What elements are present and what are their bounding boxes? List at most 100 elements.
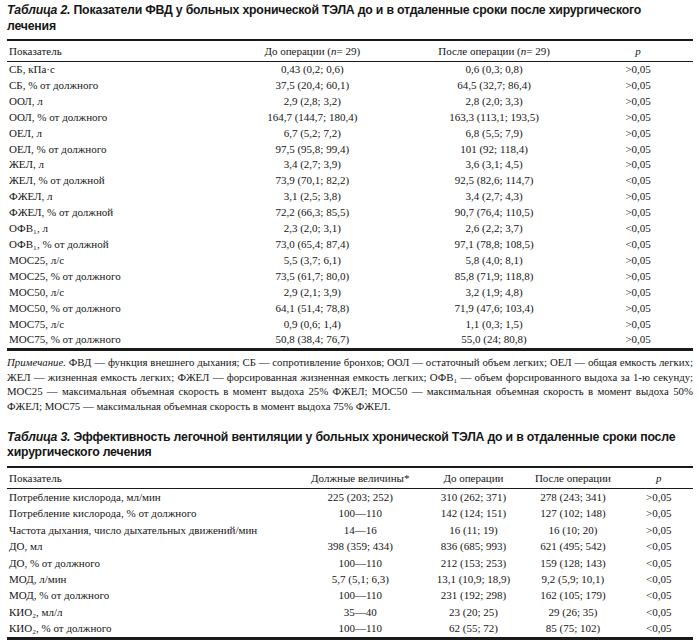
table-cell: <0,05 xyxy=(583,173,693,189)
table-cell: >0,05 xyxy=(583,253,693,269)
table-cell: 55,0 (24; 80,8) xyxy=(405,332,583,349)
col-header-p-value: p xyxy=(583,40,693,62)
table-row: ОФВ₁, % от должной73,0 (65,4; 87,4)97,1 … xyxy=(7,237,693,253)
section-divider xyxy=(7,413,693,430)
table-cell: 73,5 (61,7; 80,0) xyxy=(220,269,405,285)
table-row: ФЖЕЛ, л3,1 (2,5; 3,8)3,4 (2,7; 4,3)>0,05 xyxy=(7,189,693,205)
table-cell: 72,2 (66,3; 85,5) xyxy=(220,205,405,221)
table-cell: 142 (124; 151) xyxy=(425,505,521,521)
table-cell: 212 (153; 253) xyxy=(425,555,521,571)
table-row: КИО₂, мл/л35—4023 (20; 25)29 (26; 35)<0,… xyxy=(7,604,693,620)
table-cell: >0,05 xyxy=(583,332,693,349)
table-cell: 3,6 (3,1; 4,5) xyxy=(405,157,583,173)
table-cell: >0,05 xyxy=(583,126,693,142)
table-row: ЖЕЛ, % от должной73,9 (70,1; 82,2)92,5 (… xyxy=(7,173,693,189)
table-cell: >0,05 xyxy=(624,488,693,505)
table-cell: МОД, % от должного xyxy=(7,587,295,603)
col-header-after-surgery: После операции xyxy=(521,467,624,489)
table3-title-label: Таблица 3. xyxy=(7,430,70,444)
table2-section: Таблица 2. Показатели ФВД у больных хрон… xyxy=(7,3,693,413)
table-cell: Потребление кислорода, % от должного xyxy=(7,505,295,521)
table-cell: МОС75, % от должного xyxy=(7,332,220,349)
table-row: Потребление кислорода, мл/мин225 (203; 2… xyxy=(7,488,693,505)
table-cell: 29 (26; 35) xyxy=(521,604,624,620)
table-cell: 97,1 (78,8; 108,5) xyxy=(405,237,583,253)
col-header-p-value: p xyxy=(624,467,693,489)
table-cell: 90,7 (76,4; 110,5) xyxy=(405,205,583,221)
table-cell: ОЕЛ, л xyxy=(7,126,220,142)
table-cell: >0,05 xyxy=(583,142,693,158)
table-cell: >0,05 xyxy=(583,62,693,78)
table3: Показатель Должные величины* До операции… xyxy=(7,466,693,640)
table-cell: 2,8 (2,0; 3,3) xyxy=(405,94,583,110)
table-cell: 2,3 (2,0; 3,1) xyxy=(220,221,405,237)
table2-header: Показатель До операции (n= 29) После опе… xyxy=(7,40,693,62)
table-cell: <0,05 xyxy=(624,555,693,571)
table-cell: ФЖЕЛ, % от должной xyxy=(7,205,220,221)
table-cell: ООЛ, % от должного xyxy=(7,110,220,126)
table-row: МОС75, % от должного50,8 (38,4; 76,7)55,… xyxy=(7,332,693,349)
table-row: Частота дыхания, число дыхательных движе… xyxy=(7,522,693,538)
table3-title-text: Эффективность легочной вентиляции у боль… xyxy=(7,430,675,460)
table-cell: 164,7 (144,7; 180,4) xyxy=(220,110,405,126)
table-cell: 225 (203; 252) xyxy=(295,488,425,505)
table-cell: ДО, мл xyxy=(7,538,295,554)
table2-title-text: Показатели ФВД у больных хронической ТЭЛ… xyxy=(7,3,641,33)
table-row: МОС75, л/с0,9 (0,6; 1,4)1,1 (0,3; 1,5)>0… xyxy=(7,317,693,333)
table-cell: 0,6 (0,3; 0,8) xyxy=(405,62,583,78)
table-cell: 100—110 xyxy=(295,587,425,603)
table-cell: ДО, % от должного xyxy=(7,555,295,571)
note-label: Примечание. xyxy=(7,356,66,368)
table3-header: Показатель Должные величины* До операции… xyxy=(7,467,693,489)
table-row: ЖЕЛ, л3,4 (2,7; 3,9)3,6 (3,1; 4,5)>0,05 xyxy=(7,157,693,173)
table-cell: МОС50, л/с xyxy=(7,285,220,301)
table-cell: 23 (20; 25) xyxy=(425,604,521,620)
table-cell: 162 (105; 179) xyxy=(521,587,624,603)
table-cell: 64,1 (51,4; 78,8) xyxy=(220,301,405,317)
table-cell: МОС50, % от должного xyxy=(7,301,220,317)
table-cell: 621 (495; 542) xyxy=(521,538,624,554)
table-cell: 3,1 (2,5; 3,8) xyxy=(220,189,405,205)
table-cell: КИО₂, мл/л xyxy=(7,604,295,620)
table-row: ДО, % от должного100—110212 (153; 253)15… xyxy=(7,555,693,571)
table-cell: 5,8 (4,0; 8,1) xyxy=(405,253,583,269)
table-cell: 100—110 xyxy=(295,505,425,521)
table-cell: <0,05 xyxy=(624,587,693,603)
table-cell: МОС25, л/с xyxy=(7,253,220,269)
table-cell: МОС25, % от должного xyxy=(7,269,220,285)
col-header-due-values: Должные величины* xyxy=(295,467,425,489)
table-cell: >0,05 xyxy=(583,78,693,94)
table-cell: 3,4 (2,7; 3,9) xyxy=(220,157,405,173)
table-cell: 278 (243; 341) xyxy=(521,488,624,505)
table3-title: Таблица 3. Эффективность легочной вентил… xyxy=(7,430,693,461)
table-cell: 1,1 (0,3; 1,5) xyxy=(405,317,583,333)
table-cell: ОЕЛ, % от должного xyxy=(7,142,220,158)
table-cell: <0,05 xyxy=(583,221,693,237)
table-cell: 5,7 (5,1; 6,3) xyxy=(295,571,425,587)
table-cell: 0,9 (0,6; 1,4) xyxy=(220,317,405,333)
table-cell: 92,5 (82,6; 114,7) xyxy=(405,173,583,189)
table-cell: 14—16 xyxy=(295,522,425,538)
table-cell: 6,7 (5,2; 7,2) xyxy=(220,126,405,142)
table3-header-row: Показатель Должные величины* До операции… xyxy=(7,467,693,489)
table-row: МОС25, л/с5,5 (3,7; 6,1)5,8 (4,0; 8,1)>0… xyxy=(7,253,693,269)
table-cell: 97,5 (95,8; 99,4) xyxy=(220,142,405,158)
table3-body: Потребление кислорода, мл/мин225 (203; 2… xyxy=(7,488,693,638)
table-cell: >0,05 xyxy=(624,505,693,521)
table-cell: 100—110 xyxy=(295,555,425,571)
table-cell: >0,05 xyxy=(583,269,693,285)
table-cell: >0,05 xyxy=(583,189,693,205)
col-header-before-surgery: До операции (n= 29) xyxy=(220,40,405,62)
table-cell: 100—110 xyxy=(295,620,425,638)
table-cell: 159 (128; 143) xyxy=(521,555,624,571)
table-row: ООЛ, л2,9 (2,8; 3,2)2,8 (2,0; 3,3)>0,05 xyxy=(7,94,693,110)
table-row: МОД, л/мин5,7 (5,1; 6,3)13,1 (10,9; 18,9… xyxy=(7,571,693,587)
col-header-before-surgery: До операции xyxy=(425,467,521,489)
table-cell: 85,8 (71,9; 118,8) xyxy=(405,269,583,285)
table2-note: Примечание. ФВД — функция внешнего дыхан… xyxy=(7,355,693,413)
table-cell: 16 (10; 20) xyxy=(521,522,624,538)
table-cell: 6,8 (5,5; 7,9) xyxy=(405,126,583,142)
table-cell: >0,05 xyxy=(583,301,693,317)
table-row: ОФВ₁, л2,3 (2,0; 3,1)2,6 (2,2; 3,7)<0,05 xyxy=(7,221,693,237)
table-cell: СБ, % от должного xyxy=(7,78,220,94)
